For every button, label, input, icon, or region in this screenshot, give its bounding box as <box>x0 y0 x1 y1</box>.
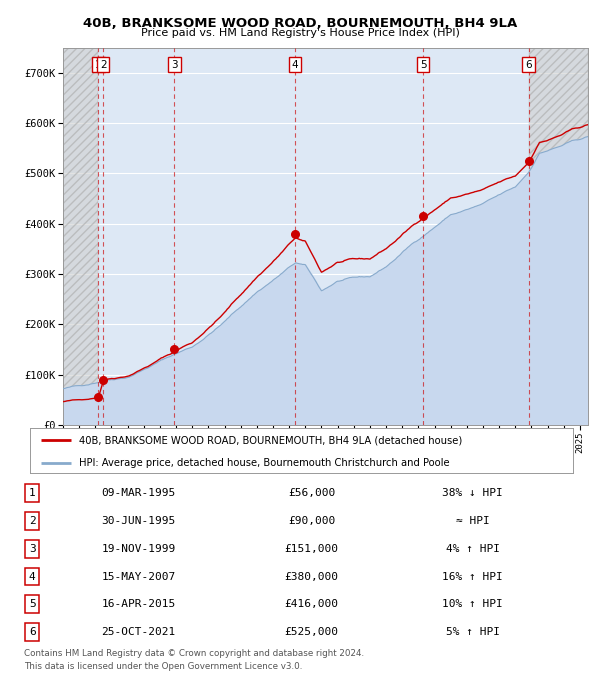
Text: 1: 1 <box>95 60 101 69</box>
Text: 16% ↑ HPI: 16% ↑ HPI <box>442 572 503 581</box>
Text: 25-OCT-2021: 25-OCT-2021 <box>101 627 176 637</box>
Bar <box>529 48 588 425</box>
Text: 6: 6 <box>525 60 532 69</box>
Text: 4: 4 <box>292 60 298 69</box>
Text: 38% ↓ HPI: 38% ↓ HPI <box>442 488 503 498</box>
Text: £380,000: £380,000 <box>284 572 338 581</box>
Bar <box>63 48 98 425</box>
Text: 4% ↑ HPI: 4% ↑ HPI <box>446 544 500 554</box>
Text: Price paid vs. HM Land Registry's House Price Index (HPI): Price paid vs. HM Land Registry's House … <box>140 28 460 38</box>
Text: £56,000: £56,000 <box>288 488 335 498</box>
Text: 15-MAY-2007: 15-MAY-2007 <box>101 572 176 581</box>
Text: 2: 2 <box>29 516 35 526</box>
Text: 30-JUN-1995: 30-JUN-1995 <box>101 516 176 526</box>
Text: 1: 1 <box>29 488 35 498</box>
Text: 3: 3 <box>29 544 35 554</box>
Text: 40B, BRANKSOME WOOD ROAD, BOURNEMOUTH, BH4 9LA (detached house): 40B, BRANKSOME WOOD ROAD, BOURNEMOUTH, B… <box>79 435 462 445</box>
Text: HPI: Average price, detached house, Bournemouth Christchurch and Poole: HPI: Average price, detached house, Bour… <box>79 458 449 468</box>
Text: 5: 5 <box>420 60 427 69</box>
Text: 4: 4 <box>29 572 35 581</box>
Text: 19-NOV-1999: 19-NOV-1999 <box>101 544 176 554</box>
Text: £416,000: £416,000 <box>284 599 338 609</box>
Text: £90,000: £90,000 <box>288 516 335 526</box>
Text: 40B, BRANKSOME WOOD ROAD, BOURNEMOUTH, BH4 9LA: 40B, BRANKSOME WOOD ROAD, BOURNEMOUTH, B… <box>83 17 517 30</box>
Text: £525,000: £525,000 <box>284 627 338 637</box>
Text: This data is licensed under the Open Government Licence v3.0.: This data is licensed under the Open Gov… <box>24 662 302 670</box>
Text: 16-APR-2015: 16-APR-2015 <box>101 599 176 609</box>
Text: £151,000: £151,000 <box>284 544 338 554</box>
Text: 5: 5 <box>29 599 35 609</box>
Text: ≈ HPI: ≈ HPI <box>456 516 490 526</box>
Text: 09-MAR-1995: 09-MAR-1995 <box>101 488 176 498</box>
Text: 5% ↑ HPI: 5% ↑ HPI <box>446 627 500 637</box>
Text: 6: 6 <box>29 627 35 637</box>
Text: 10% ↑ HPI: 10% ↑ HPI <box>442 599 503 609</box>
Text: 2: 2 <box>100 60 107 69</box>
Text: Contains HM Land Registry data © Crown copyright and database right 2024.: Contains HM Land Registry data © Crown c… <box>24 649 364 658</box>
Text: 3: 3 <box>171 60 178 69</box>
